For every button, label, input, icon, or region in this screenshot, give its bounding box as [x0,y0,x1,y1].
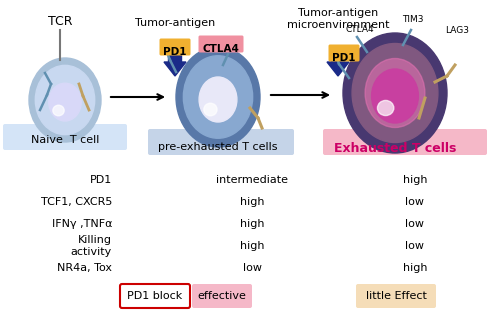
Ellipse shape [343,33,447,153]
FancyBboxPatch shape [192,284,252,308]
FancyBboxPatch shape [198,36,244,52]
Text: low: low [406,197,424,207]
Text: high: high [403,175,427,185]
Ellipse shape [36,65,94,135]
Ellipse shape [176,47,260,147]
Text: intermediate: intermediate [216,175,288,185]
Ellipse shape [204,103,217,116]
Ellipse shape [184,56,252,138]
FancyBboxPatch shape [3,124,127,150]
FancyArrow shape [327,50,349,76]
Text: effective: effective [198,291,246,301]
Text: PD1 block: PD1 block [128,291,182,301]
Text: Tumor-antigen
microenvironment: Tumor-antigen microenvironment [287,8,389,30]
Text: low: low [406,241,424,251]
Text: TIM3: TIM3 [402,15,424,24]
FancyBboxPatch shape [120,284,190,308]
Text: high: high [240,197,264,207]
Ellipse shape [352,43,438,142]
Text: high: high [240,219,264,229]
Text: low: low [406,219,424,229]
Text: high: high [240,241,264,251]
Ellipse shape [29,58,101,142]
Ellipse shape [365,58,425,127]
Text: IFNγ ,TNFα: IFNγ ,TNFα [52,219,112,229]
Ellipse shape [199,77,237,122]
Text: PD1: PD1 [90,175,112,185]
Text: Killing
activity: Killing activity [71,235,112,257]
FancyBboxPatch shape [356,284,436,308]
Ellipse shape [378,100,394,115]
Text: CTLA4: CTLA4 [346,25,374,34]
Text: LAG3: LAG3 [445,26,469,35]
Text: NR4a, Tox: NR4a, Tox [57,263,112,273]
FancyBboxPatch shape [328,45,360,62]
Text: low: low [242,263,262,273]
Text: Tumor-antigen: Tumor-antigen [135,18,215,28]
FancyBboxPatch shape [160,38,190,55]
Ellipse shape [49,83,81,121]
Text: CTLA4: CTLA4 [202,44,239,54]
Text: PD1: PD1 [163,47,187,57]
Ellipse shape [372,69,418,123]
FancyArrow shape [164,50,186,76]
Ellipse shape [53,105,64,116]
Text: little Effect: little Effect [366,291,426,301]
Text: pre-exhausted T cells: pre-exhausted T cells [158,142,278,152]
Text: PD1: PD1 [332,53,356,63]
FancyBboxPatch shape [148,129,294,155]
Text: Exhausted T cells: Exhausted T cells [334,142,456,155]
Text: Naive  T cell: Naive T cell [31,135,99,145]
Text: TCR: TCR [48,15,72,28]
Text: TCF1, CXCR5: TCF1, CXCR5 [40,197,112,207]
FancyBboxPatch shape [323,129,487,155]
Text: high: high [403,263,427,273]
